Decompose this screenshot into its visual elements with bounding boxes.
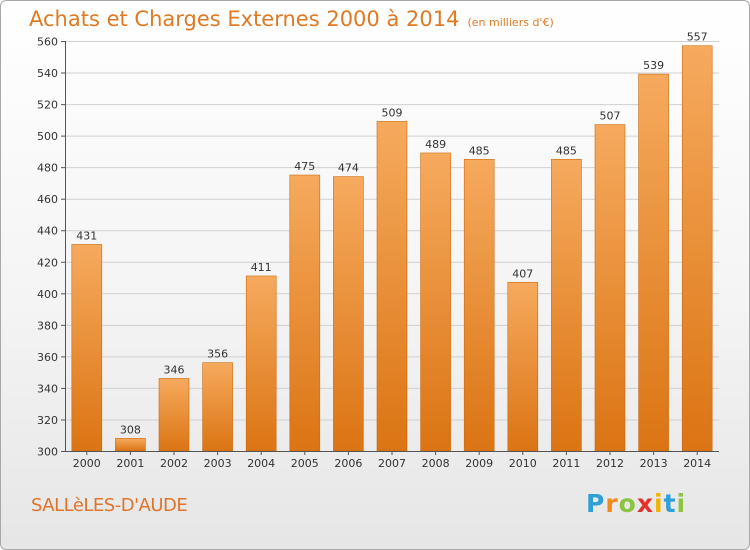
bar-2011 — [551, 158, 582, 452]
value-label: 485 — [556, 144, 577, 157]
y-tick-label: 560 — [37, 36, 58, 49]
x-tick-label: 2006 — [334, 457, 362, 470]
value-label: 346 — [164, 363, 185, 376]
value-label: 489 — [425, 138, 446, 151]
value-label: 431 — [76, 229, 97, 242]
subtitle-text: (en milliers d'€) — [467, 16, 554, 29]
bar-2007 — [376, 121, 408, 452]
x-tick-label: 2004 — [247, 457, 275, 470]
y-tick-label: 520 — [37, 99, 58, 112]
bar-2008 — [420, 152, 451, 452]
x-tick-label: 2012 — [596, 457, 624, 470]
value-label: 356 — [207, 348, 228, 361]
y-tick-label: 300 — [37, 446, 58, 459]
y-tick-label: 440 — [37, 225, 58, 238]
x-tick-label: 2009 — [465, 457, 493, 470]
bar-2010 — [507, 281, 539, 452]
title-text: Achats et Charges Externes 2000 à 2014 — [29, 7, 460, 31]
value-label: 485 — [469, 144, 490, 157]
logo-letter: x — [636, 489, 654, 518]
bar-2014 — [681, 45, 713, 452]
bar-2005 — [289, 174, 321, 452]
y-tick-label: 340 — [37, 382, 58, 395]
bar-2003 — [202, 362, 233, 452]
bars: 431 308 346 356 411 475 474 509 489 485 407 485 507 5… — [71, 31, 713, 452]
x-tick-label: 2008 — [422, 457, 450, 470]
bar-2009 — [463, 158, 495, 452]
value-label: 509 — [382, 106, 403, 119]
x-tick-label: 2005 — [291, 457, 319, 470]
y-tick-label: 380 — [37, 319, 58, 332]
value-label: 557 — [687, 31, 708, 44]
y-tick-label: 500 — [37, 130, 58, 143]
y-tick-label: 360 — [37, 351, 58, 364]
x-tick-label: 2003 — [204, 457, 232, 470]
logo-letter: i — [676, 489, 687, 518]
logo-letter: t — [663, 489, 677, 518]
commune-name: SALLèLES-D'AUDE — [31, 495, 188, 516]
y-tick-label: 400 — [37, 288, 58, 301]
proxiti-logo: Proxiti — [586, 489, 686, 518]
logo-letter: o — [618, 489, 637, 518]
x-tick-label: 2007 — [378, 457, 406, 470]
bar-2004 — [245, 275, 277, 452]
y-tick-label: 460 — [37, 193, 58, 206]
x-tick-label: 2010 — [509, 457, 537, 470]
x-tick-label: 2014 — [683, 457, 711, 470]
bar-2001 — [115, 438, 146, 452]
logo-letter: r — [605, 489, 619, 518]
value-label: 539 — [643, 59, 664, 72]
value-label: 411 — [251, 261, 272, 274]
value-label: 507 — [600, 110, 621, 123]
bar-2000 — [71, 244, 103, 452]
chart-title: Achats et Charges Externes 2000 à 2014 (e… — [29, 7, 554, 31]
axes: 300 320 340 360 380 400 420 440 460 480 500 520 540 5… — [37, 36, 719, 470]
x-tick-label: 2000 — [73, 457, 101, 470]
y-tick-label: 480 — [37, 162, 58, 175]
y-tick-label: 420 — [37, 256, 58, 269]
bar-2002 — [158, 378, 190, 452]
logo-letter: P — [586, 489, 606, 518]
value-label: 308 — [120, 423, 141, 436]
value-label: 474 — [338, 162, 359, 175]
x-tick-label: 2001 — [116, 457, 144, 470]
x-tick-label: 2002 — [160, 457, 188, 470]
value-label: 475 — [294, 160, 315, 173]
x-tick-label: 2011 — [552, 457, 580, 470]
bar-2012 — [594, 124, 626, 452]
y-tick-label: 540 — [37, 67, 58, 80]
x-tick-label: 2013 — [640, 457, 668, 470]
y-tick-label: 320 — [37, 414, 58, 427]
logo-letter: i — [654, 489, 664, 518]
bar-2006 — [333, 176, 364, 452]
value-label: 407 — [512, 267, 533, 280]
bar-2013 — [638, 73, 669, 452]
